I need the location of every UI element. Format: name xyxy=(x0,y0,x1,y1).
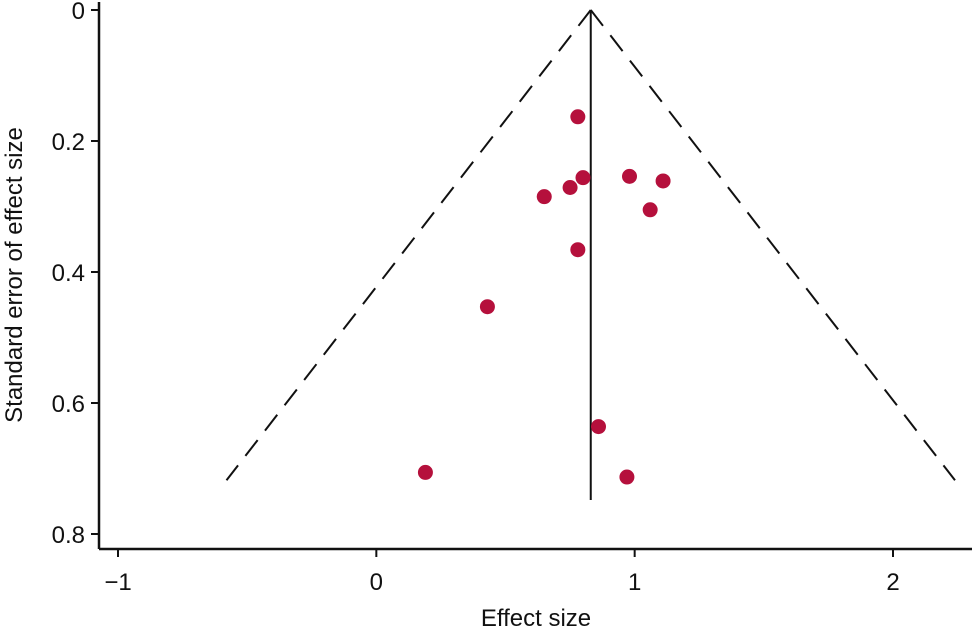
y-tick-label: 0 xyxy=(72,0,85,25)
data-point xyxy=(591,419,606,435)
data-point xyxy=(562,180,578,196)
data-point xyxy=(642,202,658,218)
x-tick-label: 0 xyxy=(370,569,383,596)
funnel-limit-lines xyxy=(225,9,956,481)
data-point xyxy=(536,189,552,205)
y-tick-label: 0.2 xyxy=(52,129,85,156)
y-tick-label: 0.4 xyxy=(52,260,85,287)
funnel-limit-right xyxy=(589,9,956,481)
funnel-limit-left xyxy=(225,9,592,481)
y-axis-title: Standard error of effect size xyxy=(1,127,28,423)
x-tick-label: 2 xyxy=(886,569,899,596)
y-tick-label: 0.8 xyxy=(52,522,85,549)
x-tick-label: −1 xyxy=(104,569,131,596)
data-point xyxy=(575,170,591,186)
data-point xyxy=(570,109,586,125)
data-point xyxy=(479,299,495,315)
axes: 0 0.2 0.4 0.6 0.8 −1 0 1 2 xyxy=(52,0,972,596)
data-point xyxy=(417,464,433,480)
y-tick-label: 0.6 xyxy=(52,391,85,418)
x-axis-title: Effect size xyxy=(481,605,591,631)
data-point xyxy=(619,469,635,485)
data-points xyxy=(417,109,671,485)
data-point xyxy=(622,168,637,184)
data-point xyxy=(570,242,586,258)
data-point xyxy=(655,173,671,189)
x-tick-label: 1 xyxy=(628,569,641,596)
